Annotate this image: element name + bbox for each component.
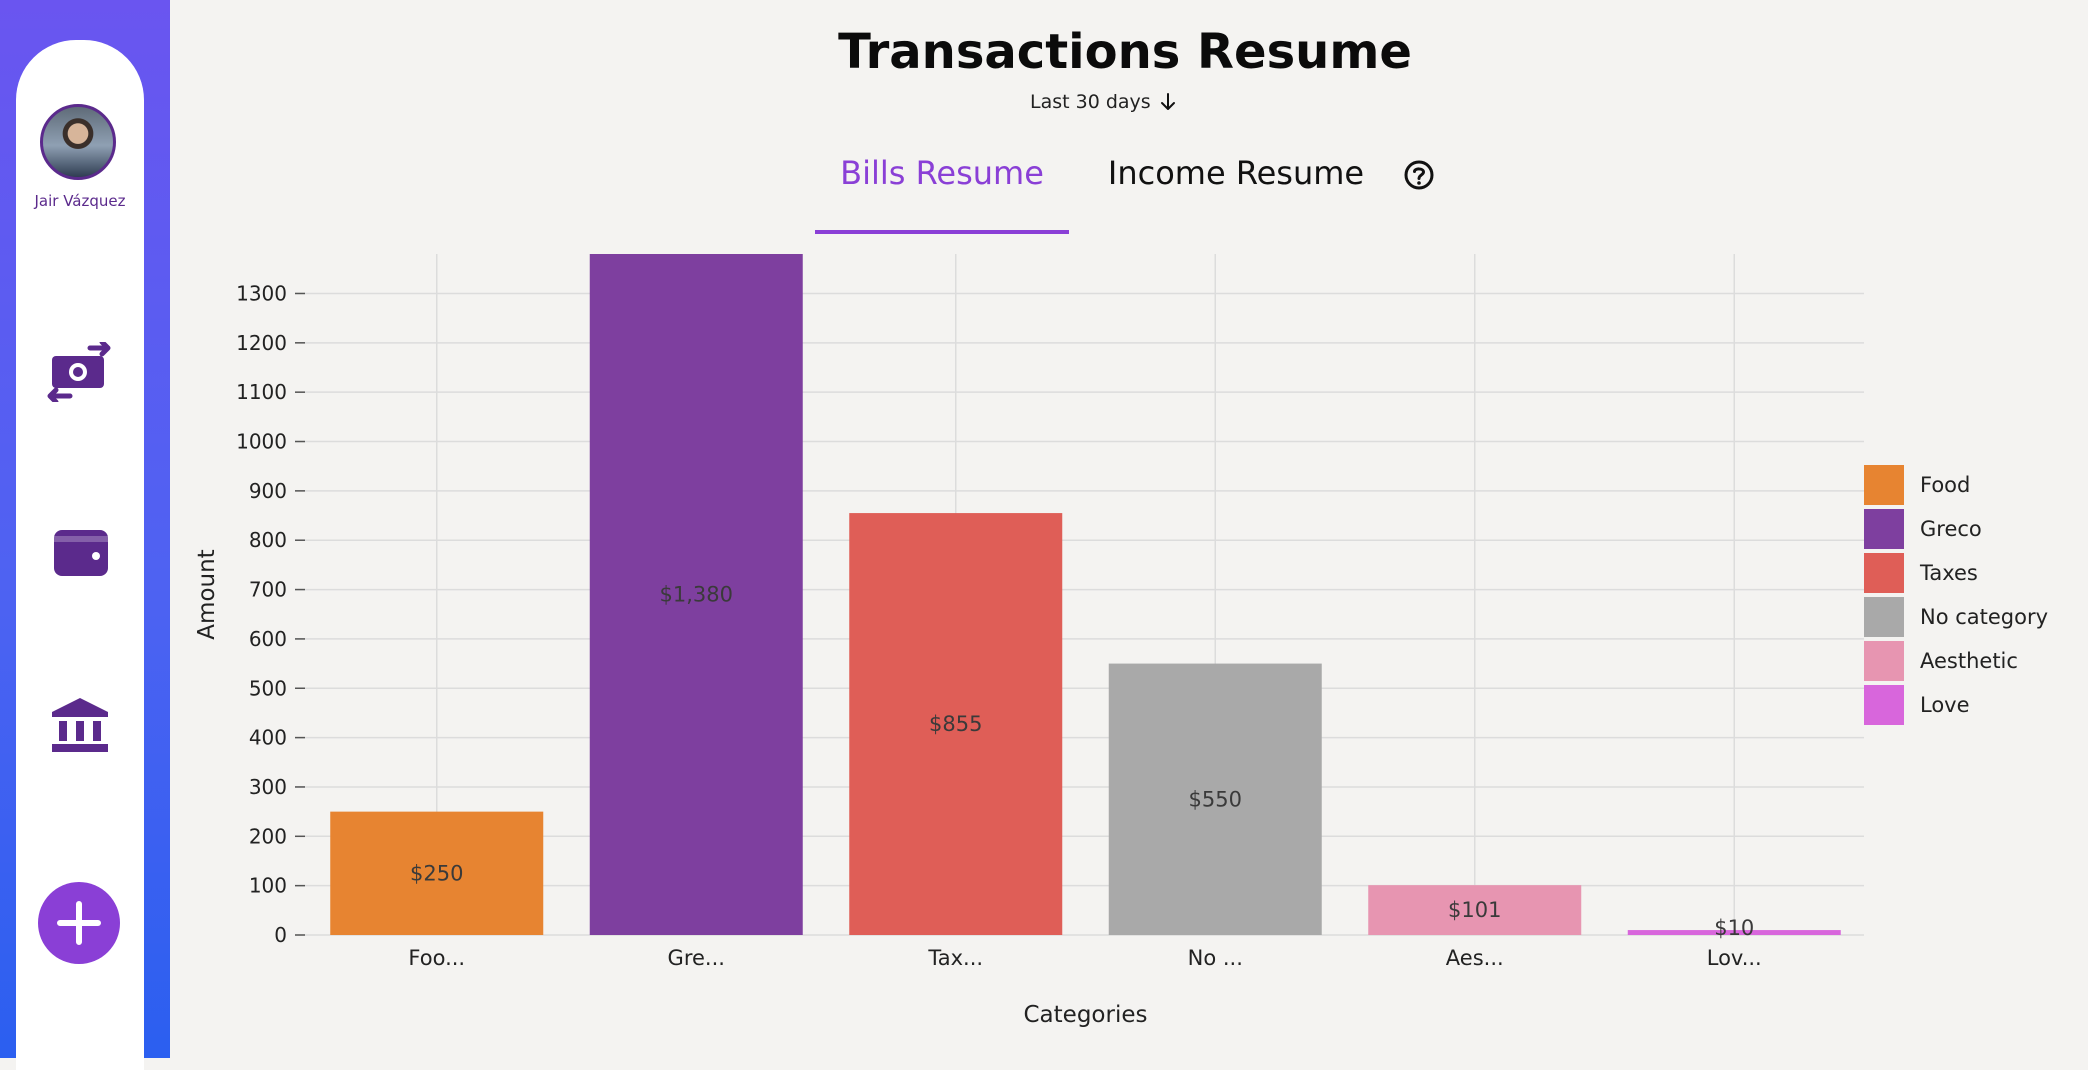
- sidebar: Jair Vázquez: [16, 40, 144, 1070]
- page-title: Transactions Resume: [838, 24, 1412, 80]
- avatar[interactable]: [40, 104, 116, 180]
- y-tick-label: 0: [274, 923, 287, 947]
- bar: [589, 254, 803, 935]
- legend-swatch: [1864, 641, 1904, 681]
- bar: [1108, 663, 1322, 935]
- money-transfer-icon[interactable]: [46, 339, 114, 405]
- plus-icon: [57, 901, 101, 945]
- tab-bills-label: Bills Resume: [840, 154, 1044, 192]
- bar: [1627, 930, 1841, 935]
- bar-value-label: $855: [929, 712, 982, 736]
- tab-bills-resume[interactable]: Bills Resume: [815, 148, 1069, 234]
- y-tick-label: 800: [249, 528, 287, 552]
- y-tick-label: 1000: [236, 430, 287, 454]
- legend-swatch: [1864, 553, 1904, 593]
- legend-label: Aesthetic: [1920, 649, 2018, 673]
- user-name: Jair Vázquez: [34, 192, 126, 210]
- bank-icon[interactable]: [46, 696, 114, 756]
- y-tick-label: 400: [249, 726, 287, 750]
- bar: [330, 811, 544, 935]
- y-tick-label: 600: [249, 627, 287, 651]
- x-tick-label: Foo...: [408, 946, 465, 970]
- legend-swatch: [1864, 597, 1904, 637]
- x-tick-label: Aes...: [1446, 946, 1504, 970]
- x-tick-label: Tax...: [927, 946, 983, 970]
- arrow-down-icon: [1160, 93, 1175, 110]
- y-tick-label: 500: [249, 676, 287, 700]
- bar-value-label: $1,380: [660, 583, 733, 607]
- bar: [1368, 885, 1582, 935]
- y-tick-label: 700: [249, 578, 287, 602]
- y-tick-label: 200: [249, 824, 287, 848]
- y-tick-label: 100: [249, 874, 287, 898]
- x-tick-label: Lov...: [1707, 946, 1762, 970]
- legend-swatch: [1864, 465, 1904, 505]
- legend-label: No category: [1920, 605, 2048, 629]
- legend-label: Food: [1920, 473, 1970, 497]
- bar: [849, 513, 1063, 935]
- legend-label: Love: [1920, 693, 1970, 717]
- y-tick-label: 1300: [236, 281, 287, 305]
- legend-label: Greco: [1920, 517, 1982, 541]
- y-tick-label: 900: [249, 479, 287, 503]
- x-tick-label: Gre...: [668, 946, 725, 970]
- period-label: Last 30 days: [1030, 91, 1151, 113]
- add-transaction-button[interactable]: [38, 882, 120, 964]
- tab-income-resume[interactable]: Income Resume: [1100, 148, 1372, 234]
- legend-swatch: [1864, 685, 1904, 725]
- legend-label: Taxes: [1919, 561, 1978, 585]
- y-axis-label: Amount: [194, 549, 220, 639]
- tab-income-label: Income Resume: [1107, 154, 1365, 192]
- x-tick-label: No ...: [1188, 946, 1243, 970]
- bar-value-label: $550: [1189, 787, 1242, 811]
- y-tick-label: 1200: [236, 331, 287, 355]
- question-circle-icon[interactable]: [1403, 159, 1435, 191]
- legend-swatch: [1864, 509, 1904, 549]
- bar-value-label: $10: [1714, 916, 1754, 940]
- bar-value-label: $101: [1448, 898, 1501, 922]
- bar-value-label: $250: [410, 861, 463, 885]
- y-tick-label: 1100: [236, 380, 287, 404]
- period-selector[interactable]: Last 30 days: [1030, 88, 1230, 116]
- x-axis-label: Categories: [1024, 1002, 1148, 1028]
- wallet-icon[interactable]: [46, 520, 114, 580]
- y-tick-label: 300: [249, 775, 287, 799]
